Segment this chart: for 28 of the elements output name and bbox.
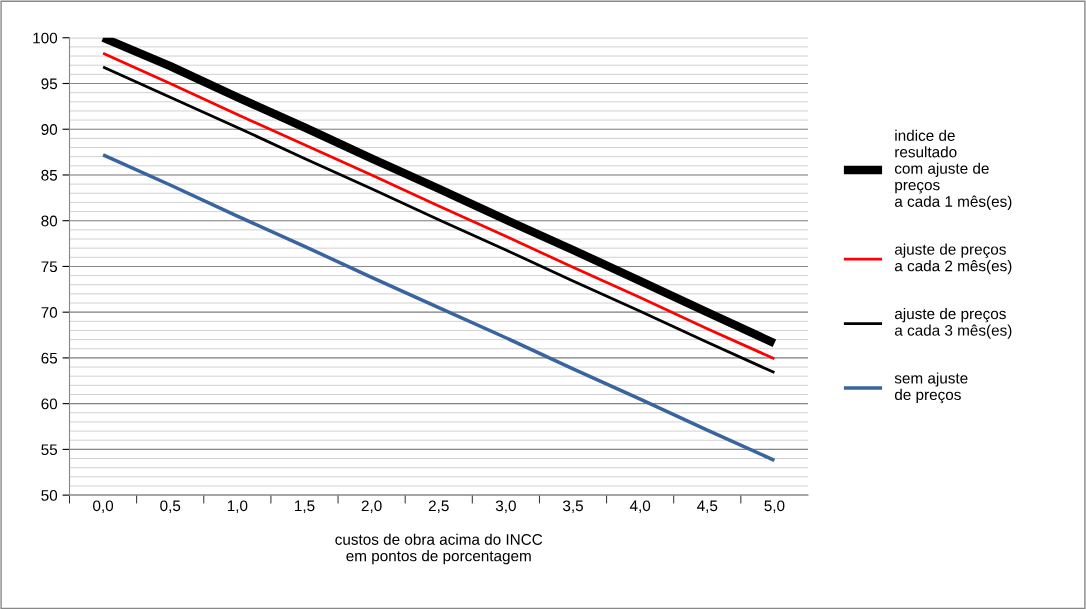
y-tick-label: 85 [41, 169, 58, 181]
y-tick-label: 95 [41, 78, 58, 90]
y-tick-label: 90 [41, 124, 58, 135]
x-tick-label: 2,5 [428, 500, 449, 513]
y-tick-label: 70 [41, 307, 58, 318]
x-tick-label: 5,0 [764, 500, 785, 513]
y-tick-label: 75 [41, 261, 58, 273]
x-tick-label: 4,0 [629, 500, 651, 513]
legend-label: sem ajuste de preços [894, 372, 968, 404]
x-axis-title: custos de obra acima do INCC em pontos de porcentagem [335, 533, 543, 565]
x-tick-label: 4,5 [697, 500, 718, 513]
x-tick-label: 2,0 [361, 500, 382, 513]
x-tick-label: 0,5 [160, 500, 181, 513]
legend-label: ajuste de preços a cada 2 mês(es) [894, 243, 1012, 275]
y-tick-label: 65 [41, 352, 58, 364]
line-series [101, 153, 777, 463]
y-tick-label: 80 [41, 215, 58, 227]
x-tick-label: 1,5 [295, 500, 315, 513]
x-tick-label: 3,0 [495, 500, 516, 513]
y-tick-label: 100 [33, 32, 58, 44]
y-tick-label: 60 [41, 398, 58, 410]
x-tick-label: 0,0 [93, 500, 114, 513]
y-tick-label: 55 [41, 444, 58, 456]
legend-label: indice de resultado com ajuste de preços a cada 1 mês(es) [894, 129, 1012, 210]
y-tick-label: 50 [41, 489, 58, 501]
legend-label: ajuste de preços a cada 3 mês(es) [894, 307, 1012, 339]
x-tick-label: 1,0 [227, 500, 248, 513]
x-tick-label: 3,5 [562, 500, 583, 513]
